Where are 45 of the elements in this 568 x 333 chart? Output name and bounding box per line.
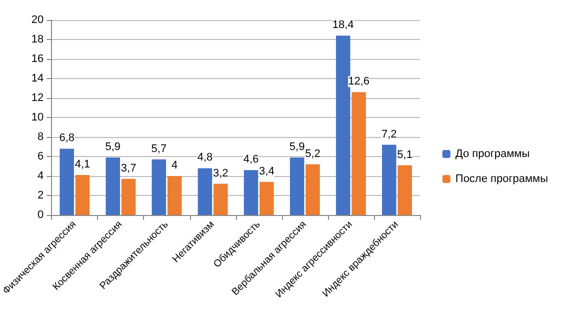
legend-label: После программы (455, 173, 548, 185)
data-label: 18,4 (332, 19, 354, 32)
data-label: 4,8 (197, 152, 213, 164)
data-label: 4,1 (74, 158, 90, 171)
data-label: 4 (172, 160, 178, 172)
bar (306, 164, 320, 215)
y-tick-label: 16 (31, 53, 44, 65)
data-label: 3,7 (120, 162, 136, 174)
y-tick-label: 4 (38, 170, 44, 182)
y-tick-label: 20 (31, 14, 44, 26)
bar (398, 165, 412, 215)
data-label: 3,4 (259, 165, 274, 178)
bar (382, 144, 396, 215)
y-tick-label: 8 (38, 131, 44, 143)
data-label: 7,2 (381, 128, 397, 140)
bar (121, 178, 136, 215)
y-tick-label: 18 (31, 34, 44, 46)
data-label: 6,8 (59, 132, 74, 144)
bar (244, 170, 258, 215)
data-label: 4,6 (243, 154, 259, 166)
y-tick-label: 0 (38, 209, 44, 221)
data-label: 5,7 (151, 142, 167, 155)
bar (152, 159, 166, 215)
bar (75, 175, 90, 215)
bar (260, 182, 274, 215)
bar (60, 148, 74, 215)
y-tick-label: 14 (31, 72, 44, 84)
data-label: 5,2 (305, 148, 320, 160)
bar (214, 184, 228, 215)
bar (198, 168, 212, 215)
data-label: 5,9 (289, 140, 305, 153)
y-tick-label: 10 (31, 112, 44, 124)
data-label: 5,1 (397, 148, 412, 161)
data-label: 12,6 (348, 76, 370, 88)
y-tick-label: 6 (38, 150, 44, 162)
legend-label: До программы (455, 148, 530, 160)
data-label: 5,9 (105, 140, 121, 153)
bar (290, 157, 304, 215)
bar (106, 157, 120, 215)
bar (352, 92, 366, 215)
y-tick-label: 2 (38, 190, 44, 202)
data-label: 3,2 (212, 167, 228, 180)
bar (336, 36, 350, 215)
bar (167, 176, 182, 215)
y-tick-label: 12 (31, 92, 44, 104)
